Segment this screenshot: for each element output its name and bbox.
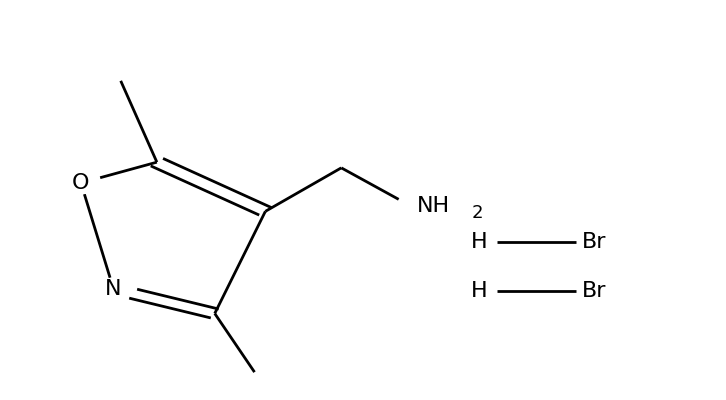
Text: O: O [72, 173, 90, 193]
Text: H: H [470, 232, 487, 252]
Text: Br: Br [582, 281, 607, 301]
Text: N: N [105, 279, 122, 299]
Text: Br: Br [582, 232, 607, 252]
Text: NH: NH [417, 196, 450, 216]
Text: 2: 2 [471, 204, 483, 222]
Text: H: H [470, 281, 487, 301]
